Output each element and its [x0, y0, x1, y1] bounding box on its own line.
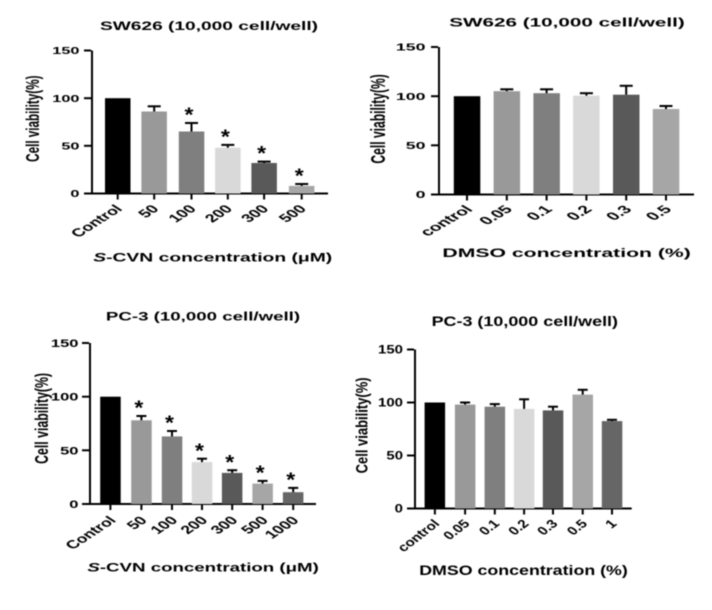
svg-text:*: * — [221, 125, 231, 148]
svg-text:SW626 (10,000 cell/well): SW626 (10,000 cell/well) — [100, 20, 318, 34]
svg-text:50: 50 — [406, 141, 426, 152]
svg-text:0: 0 — [69, 498, 78, 510]
svg-text:150: 150 — [396, 42, 426, 53]
svg-text:SW626 (10,000 cell/well): SW626 (10,000 cell/well) — [449, 16, 685, 30]
svg-text:50: 50 — [61, 140, 80, 151]
svg-text:Cell viability(%): Cell viability(%) — [353, 377, 372, 473]
svg-text:0: 0 — [395, 502, 403, 515]
svg-text:*: * — [256, 461, 266, 484]
svg-text:0: 0 — [70, 188, 80, 199]
svg-text:*: * — [286, 468, 296, 491]
svg-text:PC-3 (10,000 cell/well): PC-3 (10,000 cell/well) — [432, 315, 618, 330]
svg-text:50: 50 — [386, 449, 403, 462]
svg-text:DMSO concentration (%): DMSO concentration (%) — [442, 245, 690, 259]
svg-text:Cell viability(%): Cell viability(%) — [33, 373, 53, 464]
svg-text:S-CVN concentration (μM): S-CVN concentration (μM) — [87, 561, 318, 574]
svg-text:100: 100 — [396, 91, 426, 102]
svg-text:50: 50 — [60, 444, 79, 456]
svg-text:150: 150 — [52, 45, 80, 56]
svg-text:*: * — [185, 103, 195, 126]
svg-text:100: 100 — [52, 93, 80, 104]
svg-text:100: 100 — [51, 390, 79, 402]
svg-text:0: 0 — [416, 190, 426, 201]
svg-text:S-CVN concentration (μM): S-CVN concentration (μM) — [93, 251, 332, 265]
svg-text:*: * — [225, 450, 235, 473]
svg-text:100: 100 — [378, 396, 403, 409]
svg-text:150: 150 — [51, 337, 79, 349]
svg-text:DMSO concentration (%): DMSO concentration (%) — [419, 564, 628, 579]
svg-text:*: * — [195, 439, 205, 462]
svg-text:Cell viability(%): Cell viability(%) — [23, 76, 43, 162]
svg-text:*: * — [257, 142, 267, 165]
svg-text:*: * — [165, 411, 175, 434]
svg-text:*: * — [134, 396, 144, 419]
svg-text:150: 150 — [378, 343, 403, 356]
svg-text:Cell viability(%): Cell viability(%) — [367, 74, 390, 163]
svg-text:*: * — [295, 164, 305, 187]
svg-text:PC-3 (10,000 cell/well): PC-3 (10,000 cell/well) — [106, 310, 300, 323]
